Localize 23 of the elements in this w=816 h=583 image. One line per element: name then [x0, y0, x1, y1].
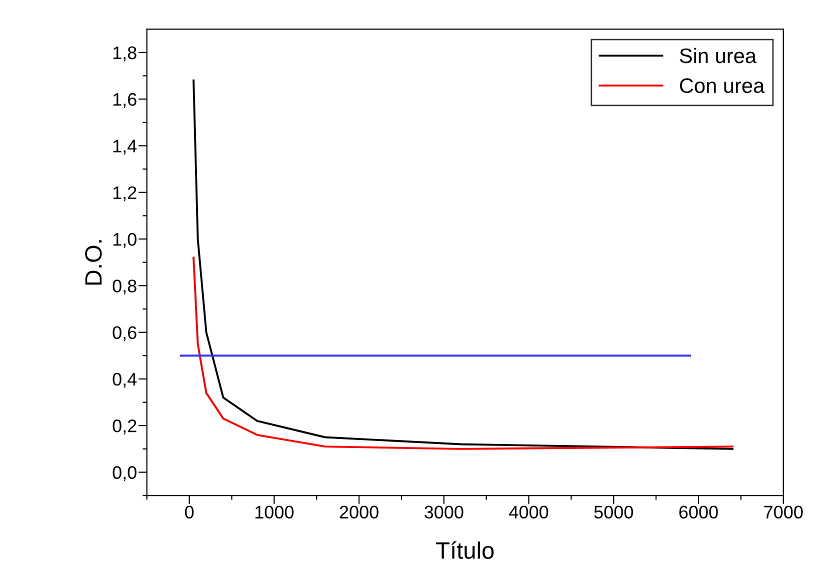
- y-tick-label: 0,4: [112, 372, 137, 388]
- legend-label: Sin urea: [680, 48, 757, 64]
- x-tick-label: 7000: [764, 506, 803, 519]
- y-tick-label: 1,2: [113, 186, 136, 202]
- x-tick-label: 0: [184, 506, 194, 519]
- x-tick-label: 4000: [509, 506, 548, 519]
- y-tick-label: 1,6: [113, 93, 136, 108]
- y-tick-label: 0,6: [112, 326, 136, 342]
- x-tick-label: 2000: [340, 506, 378, 519]
- line-series: [192, 256, 734, 450]
- x-tick-label: 1000: [255, 506, 294, 519]
- y-tick-label: 0,0: [112, 466, 136, 482]
- y-tick-label: 0,2: [112, 420, 136, 434]
- y-tick-label: 1,8: [113, 46, 136, 62]
- x-axis-title: Título: [436, 541, 494, 559]
- x-tick-label: 5000: [594, 506, 634, 519]
- x-tick-label: 6000: [679, 506, 718, 519]
- y-axis-title: D.O.: [85, 240, 102, 285]
- y-tick-label: 0,8: [112, 280, 136, 295]
- y-tick-label: 1,0: [113, 232, 136, 248]
- legend-label: Con urea: [680, 78, 765, 94]
- y-tick-label: 1,4: [113, 140, 137, 155]
- x-tick-label: 3000: [424, 506, 464, 519]
